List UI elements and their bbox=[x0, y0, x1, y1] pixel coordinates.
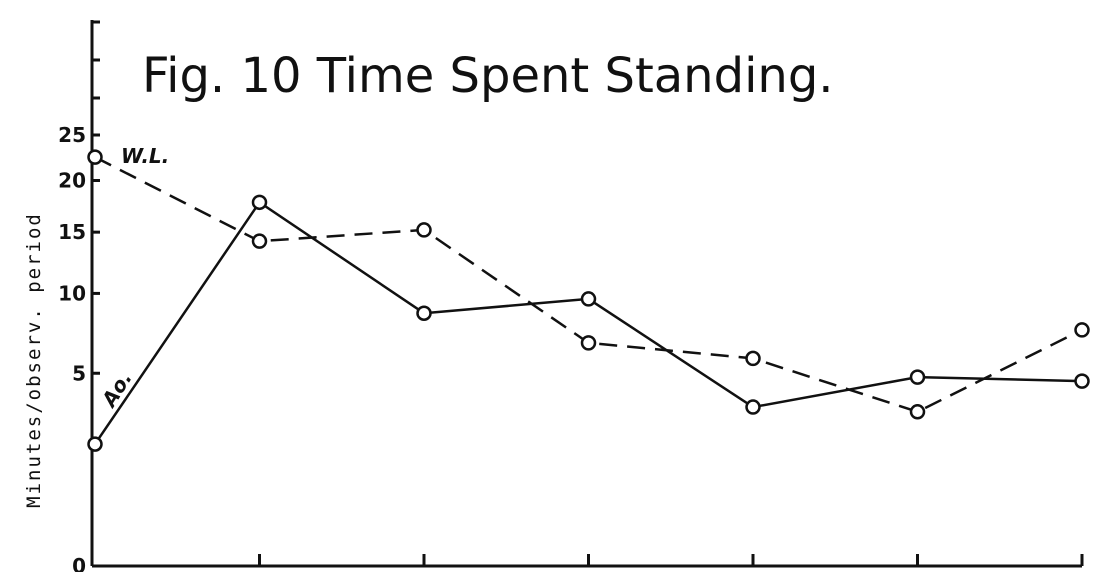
y-tick-label-10: 10 bbox=[58, 281, 86, 305]
y-tick-label-20: 20 bbox=[58, 169, 86, 193]
point-w-l-5 bbox=[745, 350, 761, 367]
y-tick-label-15: 15 bbox=[58, 220, 86, 244]
point-ao-4 bbox=[580, 291, 597, 307]
point-w-l-2 bbox=[251, 233, 268, 249]
y-tick-label-0: 0 bbox=[72, 554, 86, 572]
series-label-w-l: W.L. bbox=[121, 144, 169, 168]
point-w-l-4 bbox=[580, 335, 597, 351]
series-labels: W.L.Ao. bbox=[96, 144, 169, 412]
point-ao-5 bbox=[745, 399, 761, 415]
axes: 0 5 10 15 20 25 bbox=[58, 20, 1084, 572]
series-line-w-l bbox=[94, 155, 1083, 414]
series-layer bbox=[87, 149, 1090, 452]
chart-title: Fig. 10 Time Spent Standing. bbox=[142, 48, 834, 104]
point-w-l-3 bbox=[416, 222, 432, 238]
y-axis-label: Minutes/observ. period bbox=[23, 212, 45, 508]
point-ao-3 bbox=[416, 305, 432, 321]
point-w-l-6 bbox=[909, 404, 926, 420]
point-ao-7 bbox=[1074, 373, 1090, 389]
series-line-ao bbox=[93, 200, 1083, 445]
point-ao-6 bbox=[909, 369, 926, 385]
point-ao-1 bbox=[87, 436, 103, 452]
point-w-l-1 bbox=[87, 149, 103, 165]
point-w-l-7 bbox=[1074, 322, 1090, 338]
y-tick-label-25: 25 bbox=[58, 123, 86, 147]
point-ao-2 bbox=[251, 194, 268, 211]
y-tick-label-5: 5 bbox=[72, 361, 86, 385]
